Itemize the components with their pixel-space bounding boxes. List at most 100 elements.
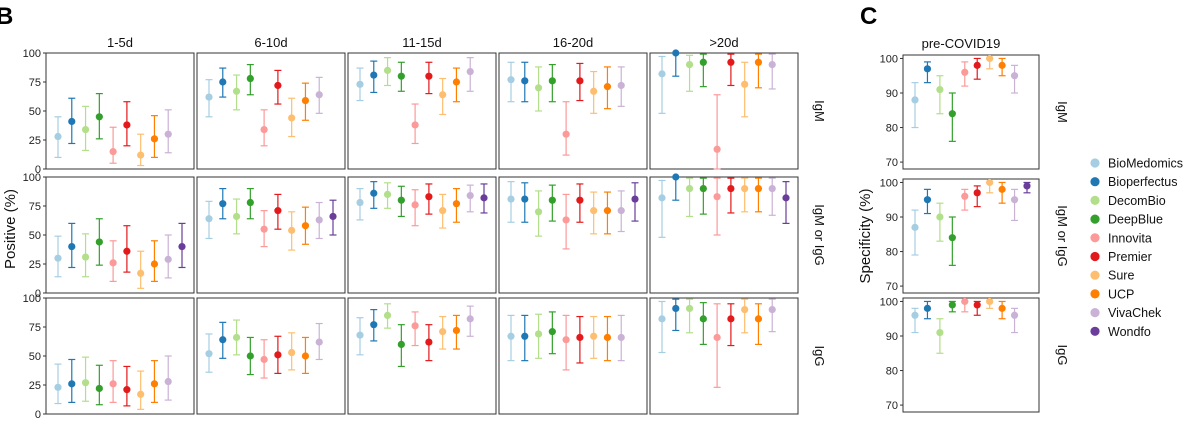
panel-b-igg-6-10d-bioperfectus-point: [219, 336, 227, 344]
panel-b-cell-igm-1-5d: [45, 52, 195, 170]
panel-b-igm-or-igg-16-20d-deepblue-point: [548, 196, 556, 204]
panel-b-igm-or-igg-20d-sure-point: [741, 185, 749, 193]
panel-b-igm-or-igg-6-10d-wondfo-point: [329, 212, 337, 221]
panel-b-igm-or-igg-16-20d-ucp-point: [603, 207, 612, 215]
panel-b-igm-1-5d-vivachek-point: [164, 130, 172, 138]
panel-b-igm-20d-vivachek-point: [768, 61, 776, 69]
panel-b-igm-or-igg-6-10d-sure-point: [288, 226, 296, 234]
panel-b-igm-16-20d-decombio-point: [534, 84, 543, 92]
panel-c-igg-ucp-point: [998, 304, 1006, 312]
panel-c-igm-or-igg-innovita-point: [961, 192, 969, 200]
panel-c-igm-ucp-point: [998, 61, 1006, 69]
panel-b-igg-6-10d-biomedomics-point: [205, 350, 213, 358]
panel-b-igm-11-15d-bioperfectus-point: [370, 71, 378, 79]
panel-c-igg-decombio-point: [936, 328, 944, 337]
panel-c-y-tick-label: 80: [886, 366, 898, 378]
panel-b-igg-16-20d-deepblue-point: [548, 328, 556, 336]
panel-c-row-label-igm-or-igg: IgM or IgG: [1055, 205, 1070, 266]
panel-b-cell-igg-20d: [649, 297, 799, 415]
panel-b-igm-or-igg-6-10d-biomedomics-point: [205, 215, 213, 223]
panel-b-igm-or-igg-6-10d-vivachek-point: [315, 216, 323, 224]
panel-b-igm-20d-decombio-point: [685, 61, 694, 69]
panel-b-igg-6-10d-premier-point: [274, 351, 282, 359]
panel-c-row-label-igg: IgG: [1055, 345, 1070, 366]
panel-b-igg-11-15d-bioperfectus-point: [370, 321, 378, 329]
panel-c-y-tick-label: 80: [886, 123, 898, 135]
panel-b-igm-or-igg-1-5d-bioperfectus-point: [68, 243, 76, 251]
panel-b-igm-20d-premier-point: [727, 58, 735, 66]
panel-b-igg-16-20d-premier-point: [576, 333, 584, 342]
legend-item-bioperfectus: Bioperfectus: [1090, 175, 1177, 189]
panel-b-y-axis-title: Positive (%): [2, 189, 19, 269]
panel-b-igm-20d-bioperfectus-point: [672, 49, 680, 57]
panel-b-igg-1-5d-decombio-point: [81, 379, 90, 387]
panel-b-igg-6-10d-ucp-point: [301, 352, 310, 360]
panel-c-y-tick-label: 90: [886, 212, 898, 224]
panel-b-igm-16-20d-innovita-point: [562, 130, 570, 138]
panel-b-cell-frame: [196, 176, 346, 294]
legend-swatch-wondfo: [1090, 326, 1100, 336]
panel-b-igm-16-20d-bioperfectus-point: [521, 77, 529, 85]
legend-swatch-decombio: [1090, 195, 1100, 205]
legend-item-sure: Sure: [1090, 269, 1134, 283]
panel-c-igm-or-igg-premier-point: [973, 189, 981, 197]
panel-b-igm-or-igg-6-10d-ucp-point: [301, 222, 310, 230]
panel-b-igg-20d-bioperfectus-errorbar: [672, 298, 680, 332]
panel-b-igm-or-igg-1-5d-vivachek-point: [164, 255, 172, 263]
panel-b-igm-or-igg-20d-sure-errorbar: [741, 177, 749, 213]
legend-item-premier: Premier: [1090, 250, 1152, 264]
panel-b-y-tick-label: 100: [23, 172, 41, 184]
panel-b-igm-1-5d-decombio-point: [81, 125, 90, 134]
panel-b-cell-igm-or-igg-6-10d: [196, 176, 346, 294]
panel-c-title: pre-COVID19: [922, 36, 1001, 51]
panel-b-igm-6-10d-ucp-point: [301, 96, 310, 105]
panel-b-igm-6-10d-bioperfectus-point: [219, 78, 227, 86]
panel-b-igm-16-20d-premier-point: [576, 77, 584, 85]
panel-b-igg-20d-innovita-point: [713, 333, 721, 342]
panel-b-igm-20d-ucp-point: [754, 58, 763, 66]
panel-b-cell-frame: [45, 176, 195, 294]
panel-b-igm-or-igg-16-20d-vivachek-point: [617, 207, 625, 215]
legend-label-premier: Premier: [1108, 250, 1152, 264]
panel-b-igg-20d-ucp-point: [754, 315, 763, 323]
panel-b-igg-16-20d-bioperfectus-point: [521, 332, 529, 340]
panel-b-igm-or-igg-16-20d-biomedomics-point: [507, 195, 515, 203]
panel-b-igm-16-20d-ucp-point: [603, 83, 612, 91]
panel-c-igg-innovita-point: [961, 297, 969, 306]
panel-b-igm-or-igg-6-10d-premier-point: [274, 207, 282, 215]
panel-b-column-label-16-20d: 16-20d: [553, 35, 593, 50]
panel-b-column-label-11-15d: 11-15d: [402, 35, 442, 50]
legend-swatch-bioperfectus: [1090, 177, 1100, 187]
panel-c-letter: C: [860, 3, 877, 30]
panel-c-igm-bioperfectus-point: [923, 65, 932, 73]
panel-b-cell-frame: [196, 297, 346, 415]
panel-b-row-label-igm-or-igg: IgM or IgG: [812, 204, 827, 265]
panel-c-y-tick-label: 90: [886, 88, 898, 100]
panel-b-cell-frame: [498, 176, 648, 294]
panel-c-igg-biomedomics-point: [911, 311, 919, 319]
panel-b-igg-20d-decombio-errorbar: [686, 298, 694, 334]
panel-b-cell-igm-or-igg-11-15d: [347, 176, 497, 294]
panel-c-igg-sure-point: [986, 297, 994, 306]
panel-b-igm-or-igg-20d-bioperfectus-point: [672, 173, 680, 181]
panel-b-igm-1-5d-innovita-errorbar: [109, 126, 117, 164]
panel-c-igm-innovita-point: [961, 68, 969, 76]
legend-label-innovita: Innovita: [1108, 231, 1152, 245]
panel-b-igm-or-igg-11-15d-ucp-point: [452, 200, 461, 208]
panel-b-cell-frame: [45, 52, 195, 170]
panel-b-cell-igm-6-10d: [196, 52, 346, 170]
panel-b-igg-20d-sure-errorbar: [741, 298, 749, 334]
panel-b-igm-or-igg-6-10d-deepblue-point: [246, 198, 254, 207]
panel-b-igm-or-igg-16-20d-wondfo-point: [631, 195, 639, 203]
panel-c-igm-decombio-point: [936, 85, 944, 94]
legend-swatch-premier: [1090, 251, 1100, 262]
panel-b-igm-or-igg-20d-ucp-errorbar: [754, 177, 762, 213]
panel-b-cell-frame: [498, 297, 648, 415]
panel-b-igm-16-20d-innovita-errorbar: [562, 101, 570, 156]
panel-b-igm-1-5d-deepblue-point: [95, 113, 103, 121]
panel-b-igm-6-10d-sure-point: [288, 114, 296, 122]
panel-b-igm-or-igg-20d-biomedomics-errorbar: [658, 179, 666, 238]
legend: BioMedomics Bioperfectus DecomBio DeepBlue I…: [1090, 157, 1183, 339]
panel-b-igg-11-15d-decombio-point: [383, 311, 392, 319]
